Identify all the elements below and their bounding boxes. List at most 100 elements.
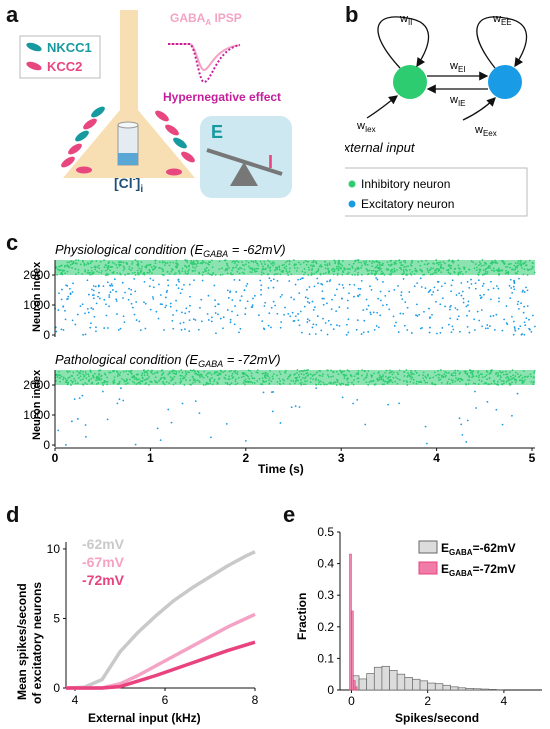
excitatory-spike	[465, 305, 468, 308]
inhibitory-spike	[218, 268, 221, 271]
inhibitory-spike	[378, 269, 381, 271]
inhibitory-spike	[289, 374, 292, 377]
inhibitory-spike	[70, 260, 72, 263]
excitatory-spike	[106, 418, 109, 421]
inhibitory-spike	[264, 268, 266, 270]
inhibitory-spike	[271, 375, 274, 378]
inhibitory-spike	[415, 371, 418, 374]
excitatory-spike	[490, 280, 492, 283]
inhibitory-spike	[490, 269, 493, 272]
inhibitory-spike	[470, 260, 473, 263]
inhibitory-spike	[467, 379, 469, 381]
chart-e-legend-62: EGABA=-62mV	[441, 541, 516, 557]
excitatory-spike	[431, 313, 433, 316]
excitatory-spike	[293, 319, 296, 322]
inhibitory-spike	[339, 266, 342, 269]
inhibitory-spike	[242, 371, 244, 374]
excitatory-spike	[305, 288, 308, 291]
excitatory-spike	[143, 280, 146, 283]
inhibitory-spike	[154, 267, 156, 270]
excitatory-spike	[392, 315, 395, 318]
inhibitory-spike	[230, 382, 233, 385]
inhibitory-spike	[508, 371, 511, 374]
inhibitory-spike	[403, 266, 406, 269]
inhibitory-spike	[481, 373, 484, 376]
excitatory-spike	[229, 318, 232, 321]
inhibitory-spike	[123, 267, 126, 270]
inhibitory-spike	[128, 265, 131, 268]
excitatory-spike	[164, 306, 167, 309]
excitatory-spike	[251, 304, 254, 307]
inhibitory-spike	[160, 267, 163, 270]
excitatory-spike	[303, 305, 306, 308]
inhibitory-spike	[56, 376, 59, 378]
excitatory-spike	[178, 280, 180, 283]
inhibitory-spike	[134, 271, 136, 274]
raster-ytick-label: 2000	[23, 378, 50, 392]
inhibitory-spike	[375, 260, 378, 263]
inhibitory-spike	[259, 260, 262, 263]
inhibitory-spike	[92, 271, 95, 274]
inhibitory-spike	[128, 268, 131, 271]
inhibitory-spike	[533, 371, 535, 374]
chart-e-legend-72: EGABA=-72mV	[441, 562, 516, 578]
excitatory-spike	[87, 311, 90, 314]
excitatory-spike	[313, 285, 316, 288]
inhibitory-spike	[433, 262, 435, 265]
inhibitory-spike	[300, 373, 303, 375]
inhibitory-spike	[71, 375, 74, 377]
inhibitory-spike	[430, 267, 433, 269]
inhibitory-spike	[448, 265, 451, 268]
inhibitory-spike	[232, 266, 235, 269]
inhibitory-spike	[334, 260, 337, 263]
inhibitory-spike	[304, 380, 306, 383]
inhibitory-spike	[187, 272, 190, 275]
inhibitory-spike	[317, 268, 320, 271]
inhibitory-spike	[402, 268, 405, 271]
excitatory-spike	[179, 292, 182, 295]
inhibitory-spike	[202, 271, 205, 274]
excitatory-spike	[341, 284, 344, 286]
inhibitory-spike	[263, 381, 266, 383]
inhibitory-spike	[337, 263, 340, 266]
excitatory-spike	[316, 315, 319, 318]
inhibitory-spike	[482, 273, 484, 276]
inhibitory-spike	[357, 380, 360, 383]
excitatory-spike	[210, 436, 212, 439]
inhibitory-spike	[209, 382, 211, 385]
inhibitory-spike	[184, 370, 187, 373]
inhibitory-spike	[522, 262, 524, 265]
inhibitory-spike	[373, 383, 376, 386]
excitatory-spike	[262, 391, 265, 394]
inhibitory-spike	[201, 259, 204, 262]
inhibitory-spike	[243, 268, 246, 271]
inhibitory-spike	[123, 380, 126, 383]
inhibitory-spike	[327, 375, 330, 378]
excitatory-spike	[450, 284, 453, 287]
inhibitory-spike	[178, 370, 181, 373]
inhibitory-spike	[480, 380, 483, 382]
inhibitory-spike	[284, 371, 287, 374]
chart-d-ytick-label: 0	[53, 681, 60, 695]
inhibitory-spike	[143, 272, 146, 275]
inhibitory-spike	[350, 375, 353, 378]
excitatory-spike	[177, 287, 180, 290]
inhibitory-spike	[104, 269, 107, 272]
inhibitory-spike	[267, 266, 269, 268]
inhibitory-spike	[207, 371, 210, 374]
inhibitory-spike	[502, 382, 505, 385]
excitatory-spike	[86, 279, 89, 282]
inhibitory-spike	[239, 266, 242, 269]
inhibitory-spike	[401, 273, 404, 276]
excitatory-spike	[109, 284, 112, 287]
inhibitory-spike	[505, 373, 508, 376]
inhibitory-spike	[377, 379, 380, 381]
inhibitory-spike	[161, 373, 164, 376]
inhibitory-spike	[303, 369, 306, 372]
inhibitory-spike	[60, 375, 63, 378]
excitatory-spike	[347, 318, 350, 321]
excitatory-spike	[449, 308, 451, 311]
inhibitory-spike	[320, 265, 323, 268]
inhibitory-spike	[257, 264, 260, 267]
inhibitory-spike	[465, 271, 467, 273]
